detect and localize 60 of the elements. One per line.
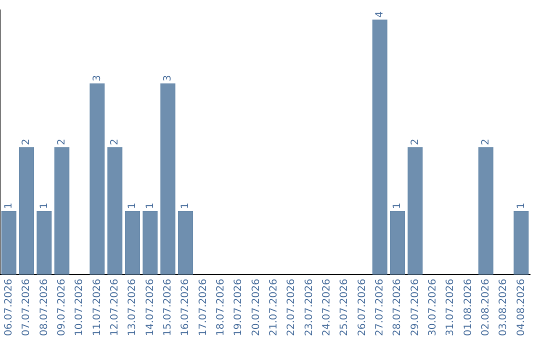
x-tick-label: 30.07.2026 xyxy=(427,278,438,336)
x-tick-label: 06.07.2026 xyxy=(3,278,14,336)
bar xyxy=(478,147,494,275)
bar xyxy=(142,210,158,275)
bar xyxy=(160,83,176,275)
x-tick-label: 12.07.2026 xyxy=(109,278,120,336)
bar xyxy=(1,210,16,275)
data-label: 2 xyxy=(480,138,492,146)
x-tick-label: 23.07.2026 xyxy=(304,278,315,336)
bar xyxy=(18,147,34,275)
bar xyxy=(178,210,194,275)
x-tick-label: 26.07.2026 xyxy=(356,278,368,336)
x-tick-label: 20.07.2026 xyxy=(250,278,262,336)
bar xyxy=(514,210,529,275)
x-tick-label: 11.07.2026 xyxy=(92,278,103,336)
x-tick-label: 22.07.2026 xyxy=(286,278,298,336)
x-tick-label: 19.07.2026 xyxy=(233,278,244,336)
bar xyxy=(36,210,52,275)
bar xyxy=(390,210,406,275)
data-label: 2 xyxy=(109,138,120,146)
data-label: 1 xyxy=(392,202,404,209)
x-tick-label: 27.07.2026 xyxy=(374,278,386,336)
data-label: 2 xyxy=(410,138,421,146)
x-tick-label: 14.07.2026 xyxy=(144,278,156,336)
data-label: 1 xyxy=(180,202,192,209)
x-tick-label: 17.07.2026 xyxy=(198,278,209,336)
data-label: 3 xyxy=(92,74,103,82)
x-tick-label: 13.07.2026 xyxy=(127,278,138,336)
x-tick-label: 24.07.2026 xyxy=(321,278,332,336)
data-label: 1 xyxy=(144,202,156,209)
bar xyxy=(54,147,70,275)
data-label: 1 xyxy=(38,202,50,209)
x-tick-label: 03.08.2026 xyxy=(498,278,510,336)
x-tick-label: 28.07.2026 xyxy=(392,278,404,336)
bar xyxy=(408,147,423,275)
data-label: 2 xyxy=(56,138,68,146)
x-tick-label: 01.08.2026 xyxy=(462,278,474,336)
x-tick-label: 08.07.2026 xyxy=(38,278,50,336)
data-label: 1 xyxy=(127,202,138,209)
x-tick-label: 15.07.2026 xyxy=(162,278,174,336)
x-tick-label: 25.07.2026 xyxy=(339,278,350,336)
data-label: 3 xyxy=(162,74,174,82)
x-tick-label: 07.07.2026 xyxy=(21,278,32,336)
x-tick-label: 29.07.2026 xyxy=(410,278,421,336)
data-label: 1 xyxy=(516,202,527,209)
data-label: 2 xyxy=(21,138,32,146)
x-tick-label: 21.07.2026 xyxy=(268,278,280,336)
bar xyxy=(90,83,105,275)
data-label: 4 xyxy=(374,11,386,18)
bar xyxy=(107,147,122,275)
x-tick-label: 10.07.2026 xyxy=(74,278,86,336)
x-tick-label: 09.07.2026 xyxy=(56,278,68,336)
x-tick-label: 31.07.2026 xyxy=(445,278,456,336)
x-tick-label: 16.07.2026 xyxy=(180,278,192,336)
bar xyxy=(372,20,388,275)
x-tick-label: 04.08.2026 xyxy=(516,278,527,336)
bar xyxy=(124,210,140,275)
x-tick-label: 02.08.2026 xyxy=(480,278,492,336)
x-tick-label: 18.07.2026 xyxy=(215,278,226,336)
data-label: 1 xyxy=(3,202,14,209)
